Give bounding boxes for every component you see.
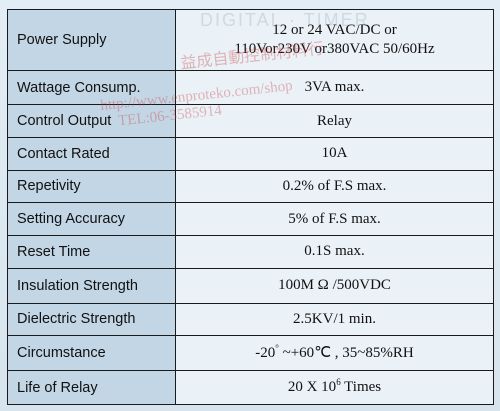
row-label-wattage: Wattage Consump.: [7, 70, 176, 106]
degree-mark: °: [275, 342, 279, 353]
table-row: Power Supply 12 or 24 VAC/DC or 110Vor23…: [7, 8, 494, 72]
table-row: Dielectric Strength 2.5KV/1 min.: [7, 302, 494, 337]
row-label-power-supply: Power Supply: [7, 8, 176, 72]
row-value-dielectric: 2.5KV/1 min.: [175, 302, 494, 337]
row-label-reset-time: Reset Time: [7, 235, 176, 269]
row-label-circumstance: Circumstance: [7, 335, 176, 372]
relay-life-exponent: 6: [336, 377, 341, 388]
row-value-contact-rated: 10A: [175, 136, 494, 171]
row-value-wattage: 3VA max.: [175, 70, 494, 106]
row-label-dielectric: Dielectric Strength: [7, 302, 176, 337]
table-row: Insulation Strength 100M Ω /500VDC: [7, 267, 494, 304]
row-value-insulation: 100M Ω /500VDC: [175, 267, 494, 304]
circumstance-min-temp: -20: [255, 344, 276, 361]
row-value-setting-accuracy: 5% of F.S max.: [175, 202, 494, 237]
table-row: Repetivity 0.2% of F.S max.: [7, 169, 494, 204]
table-row: Wattage Consump. 3VA max.: [7, 70, 494, 106]
table-row: Circumstance -20° ~+60℃ , 35~85%RH: [7, 335, 494, 372]
table-row: Setting Accuracy 5% of F.S max.: [7, 202, 494, 237]
table-row: Reset Time 0.1S max.: [7, 235, 494, 269]
row-value-circumstance: -20° ~+60℃ , 35~85%RH: [175, 335, 494, 372]
relay-life-base: 20 X 10: [287, 379, 337, 396]
circumstance-humidity: , 35~85%RH: [331, 344, 414, 361]
table-row: Contact Rated 10A: [7, 136, 494, 171]
table-row: Life of Relay 20 X 106 Times: [7, 370, 494, 405]
row-value-power-supply: 12 or 24 VAC/DC or 110Vor230V or380VAC 5…: [175, 8, 494, 72]
row-label-life-of-relay: Life of Relay: [7, 370, 176, 405]
relay-life-unit: Times: [340, 379, 382, 396]
circumstance-max-temp: ~+60: [278, 344, 315, 361]
row-value-repetivity: 0.2% of F.S max.: [175, 169, 494, 204]
celsius-unit: ℃: [314, 344, 332, 361]
row-label-contact-rated: Contact Rated: [7, 136, 176, 171]
faded-background-text: DIGITAL · TIMER: [200, 10, 370, 30]
row-label-repetivity: Repetivity: [7, 169, 176, 204]
row-label-control-output: Control Output: [7, 104, 176, 138]
row-label-insulation: Insulation Strength: [7, 267, 176, 304]
power-supply-line-1: 12 or 24 VAC/DC or: [272, 22, 397, 39]
row-value-life-of-relay: 20 X 106 Times: [175, 370, 494, 405]
power-supply-line-2: 110Vor230V or380VAC 50/60Hz: [234, 41, 435, 58]
row-value-reset-time: 0.1S max.: [175, 235, 494, 269]
specification-table: Power Supply 12 or 24 VAC/DC or 110Vor23…: [7, 8, 494, 405]
row-value-control-output: Relay: [175, 104, 494, 138]
row-label-setting-accuracy: Setting Accuracy: [7, 202, 176, 237]
table-row: Control Output Relay: [7, 104, 494, 138]
